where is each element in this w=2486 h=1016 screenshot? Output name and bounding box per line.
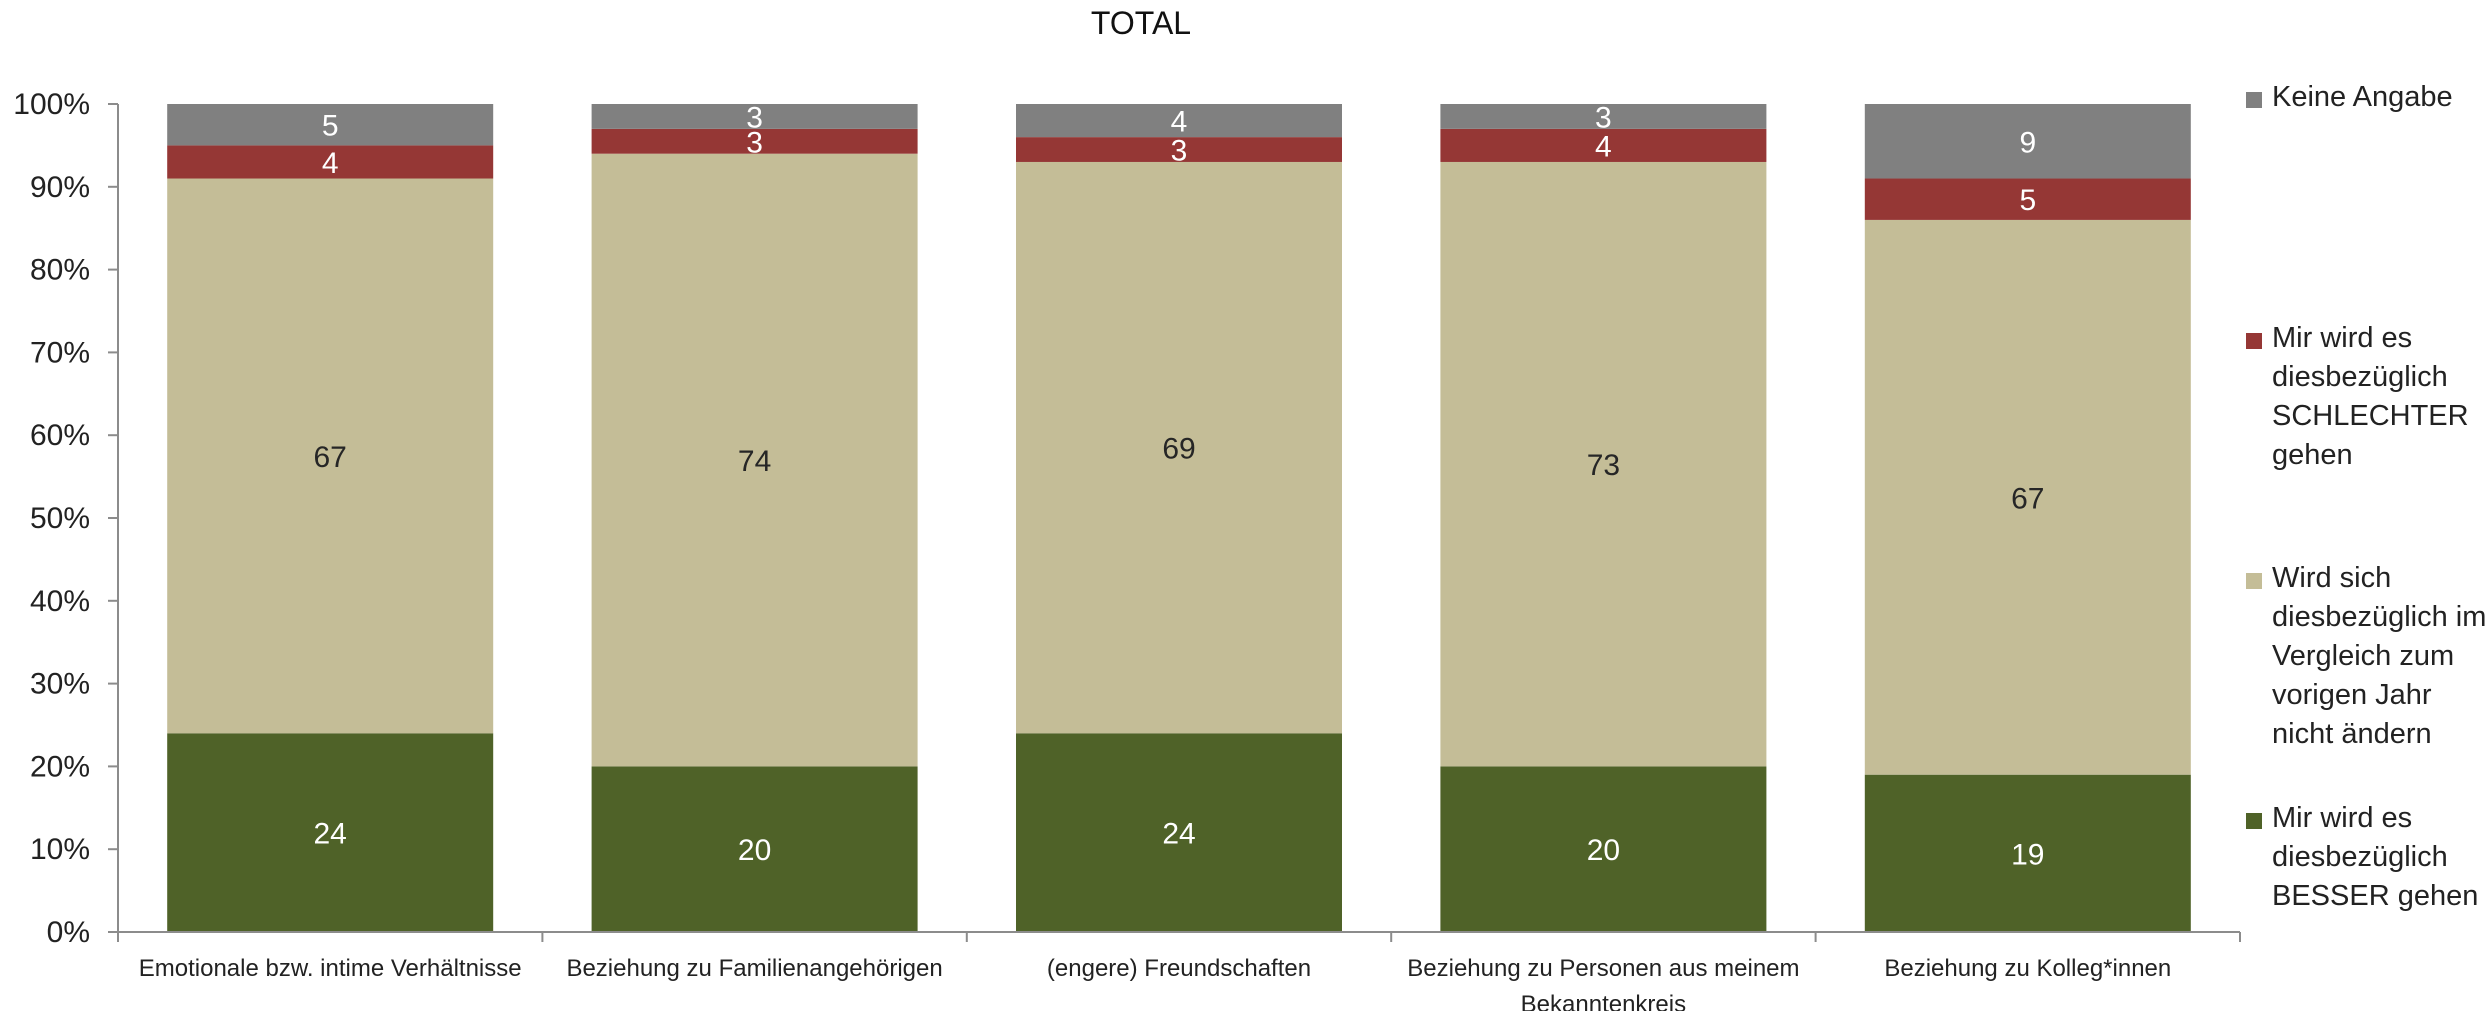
- bar-segment: [1864, 178, 2191, 220]
- legend-swatch: [2246, 333, 2262, 349]
- bar-segment: [1440, 766, 1767, 932]
- bar-segment: [1016, 161, 1342, 734]
- x-category-label: Emotionale bzw. intime Verhältnisse: [139, 955, 522, 982]
- y-tick-label: 70%: [30, 336, 90, 369]
- x-category-label: Beziehung zu Personen aus meinem Bekannte…: [1407, 955, 1799, 1011]
- data-label: 73: [1587, 449, 1620, 482]
- data-label: 19: [2011, 838, 2044, 871]
- legend-swatch: [2246, 573, 2262, 589]
- data-label: 4: [322, 147, 339, 180]
- bar-segment: [591, 104, 918, 129]
- data-label: 3: [746, 101, 763, 134]
- x-category-label: Beziehung zu Kolleg*innen: [1884, 955, 2171, 982]
- bar-segment: [591, 766, 918, 932]
- y-tick-label: 90%: [30, 171, 90, 204]
- bar-segment: [1016, 733, 1342, 932]
- y-tick-label: 60%: [30, 419, 90, 452]
- bar-segment: [1864, 219, 2191, 775]
- chart-title: TOTAL: [1091, 5, 1191, 41]
- bar-segment: [1440, 104, 1767, 129]
- y-tick-label: 50%: [30, 502, 90, 535]
- bar-segment: [1440, 128, 1767, 162]
- legend-label: Mir wird es diesbezüglich BESSER gehen: [2272, 802, 2478, 912]
- bar-segment: [1440, 161, 1767, 767]
- data-label: 24: [1162, 818, 1195, 851]
- bar-segment: [167, 104, 494, 146]
- data-label: 20: [1587, 834, 1620, 867]
- legend-label: Wird sich diesbezüglich im Vergleich zum vo…: [2272, 562, 2486, 750]
- axes-group: 0% 10% 20% 30% 40% 50% 60% 70% 80% 90% 100% Emotion…: [13, 88, 2241, 1016]
- bar-segment: [1016, 137, 1342, 162]
- y-tick-label: 100%: [13, 88, 90, 121]
- bar-segment: [1864, 104, 2191, 179]
- data-label: 69: [1162, 433, 1195, 466]
- legend-label: Mir wird es diesbezüglich SCHLECHTER gehen: [2272, 322, 2469, 471]
- y-tick-label: 80%: [30, 254, 90, 287]
- y-tick-label: 0%: [47, 916, 90, 949]
- y-tick-label: 30%: [30, 668, 90, 701]
- data-label: 74: [738, 445, 771, 478]
- x-category-label: Beziehung zu Familienangehörigen: [566, 955, 942, 982]
- data-label: 20: [738, 834, 771, 867]
- data-label: 3: [746, 126, 763, 159]
- data-label: 4: [1595, 130, 1612, 163]
- bar-segment: [1016, 104, 1342, 138]
- x-category-label: (engere) Freundschaften: [1047, 955, 1311, 982]
- legend-label: Keine Angabe: [2272, 81, 2453, 113]
- y-tick-label: 20%: [30, 750, 90, 783]
- legend: Keine Angabe Mir wird es diesbezüglich SCHL…: [2246, 81, 2486, 912]
- y-tick-label: 10%: [30, 833, 90, 866]
- legend-swatch: [2246, 92, 2262, 108]
- data-label: 5: [2019, 184, 2036, 217]
- bar-segment: [167, 733, 494, 932]
- data-label: 4: [1171, 106, 1188, 139]
- data-label: 9: [2019, 126, 2036, 159]
- y-tick-label: 40%: [30, 585, 90, 618]
- bar-segment: [1864, 774, 2191, 932]
- data-label: 67: [2011, 482, 2044, 515]
- bar-segment: [167, 178, 494, 734]
- data-label: 24: [314, 818, 347, 851]
- data-label: 67: [314, 441, 347, 474]
- data-label: 5: [322, 110, 339, 143]
- data-label: 3: [1171, 135, 1188, 168]
- data-label: 3: [1595, 101, 1612, 134]
- bar-segment: [167, 145, 494, 179]
- legend-swatch: [2246, 813, 2262, 829]
- bar-segment: [591, 128, 918, 154]
- bar-segment: [591, 153, 918, 767]
